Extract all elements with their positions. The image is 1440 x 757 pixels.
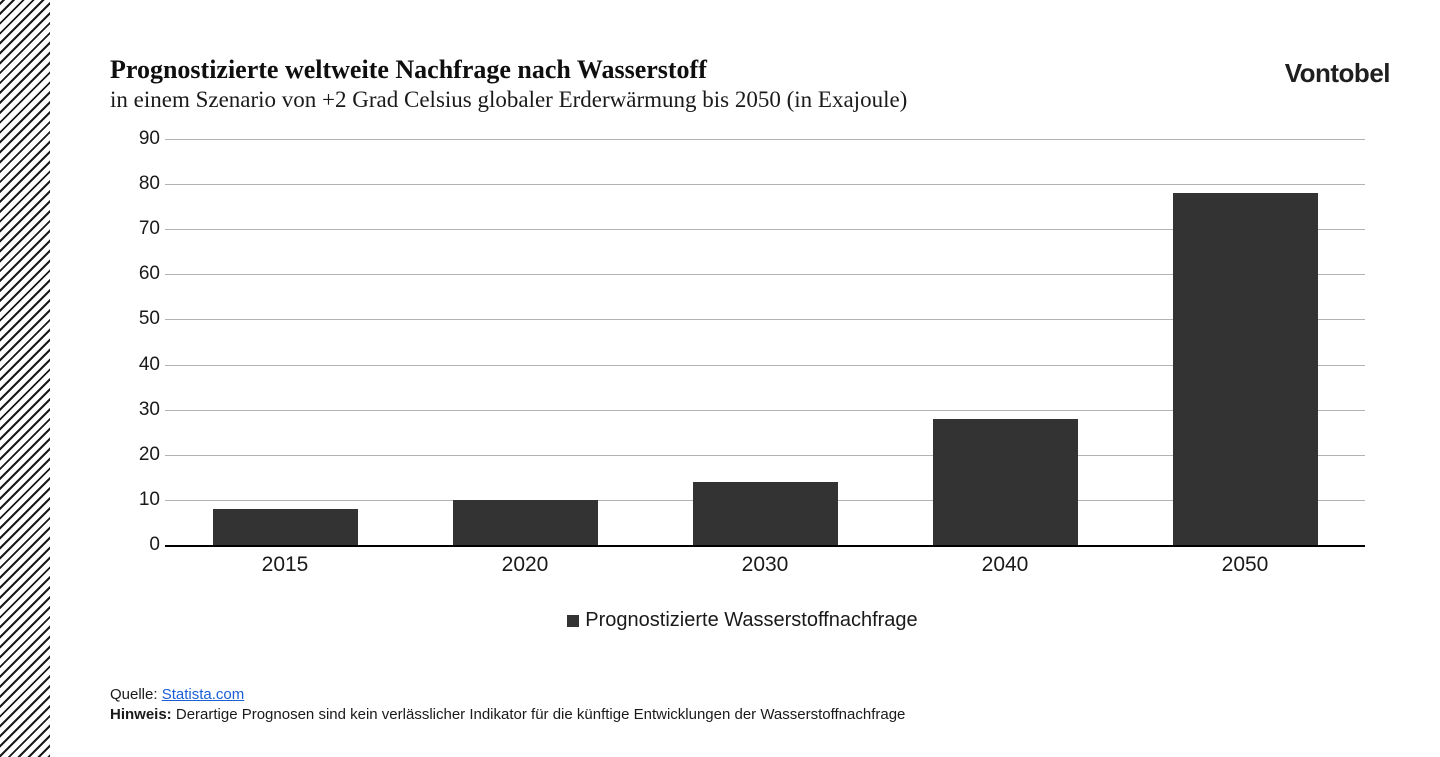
content-area: Vontobel Prognostizierte weltweite Nachf…: [50, 0, 1440, 757]
y-tick-label: 10: [125, 489, 160, 511]
bar-slot: [165, 509, 405, 545]
legend-label: Prognostizierte Wasserstoffnachfrage: [585, 609, 917, 631]
bar-slot: [885, 419, 1125, 545]
bar: [1173, 193, 1318, 545]
y-tick-label: 50: [125, 308, 160, 330]
x-tick-label: 2050: [1125, 553, 1365, 577]
chart-subtitle: in einem Szenario von +2 Grad Celsius gl…: [110, 87, 1395, 113]
chart-legend: Prognostizierte Wasserstoffnachfrage: [110, 609, 1375, 632]
left-hatch-decoration: [0, 0, 50, 757]
note-label: Hinweis:: [110, 706, 172, 723]
x-tick-label: 2020: [405, 553, 645, 577]
x-tick-label: 2040: [885, 553, 1125, 577]
y-tick-label: 60: [125, 263, 160, 285]
bar-slot: [645, 482, 885, 545]
source-link[interactable]: Statista.com: [162, 686, 245, 703]
grid-line: [165, 545, 1365, 547]
bar: [693, 482, 838, 545]
chart-title: Prognostizierte weltweite Nachfrage nach…: [110, 55, 1395, 85]
y-tick-label: 30: [125, 399, 160, 421]
x-tick-label: 2015: [165, 553, 405, 577]
chart-plot-area: 0102030405060708090: [165, 139, 1365, 545]
chart-x-axis-labels: 20152020203020402050: [165, 553, 1365, 577]
y-tick-label: 20: [125, 444, 160, 466]
bar: [453, 500, 598, 545]
y-tick-label: 0: [125, 534, 160, 556]
bars-area: [165, 139, 1365, 545]
source-label: Quelle:: [110, 686, 158, 703]
y-tick-label: 80: [125, 173, 160, 195]
y-tick-label: 40: [125, 354, 160, 376]
bar: [933, 419, 1078, 545]
bar-slot: [405, 500, 645, 545]
x-tick-label: 2030: [645, 553, 885, 577]
y-tick-label: 90: [125, 128, 160, 150]
note-text: Derartige Prognosen sind kein verlässlic…: [176, 706, 906, 723]
brand-logo: Vontobel: [1285, 58, 1390, 89]
bar: [213, 509, 358, 545]
bar-slot: [1125, 193, 1365, 545]
page: Vontobel Prognostizierte weltweite Nachf…: [0, 0, 1440, 757]
legend-swatch: [567, 615, 579, 627]
chart-container: 0102030405060708090 20152020203020402050…: [110, 139, 1375, 632]
chart-footer: Quelle: Statista.com Hinweis: Derartige …: [110, 685, 905, 726]
y-tick-label: 70: [125, 218, 160, 240]
